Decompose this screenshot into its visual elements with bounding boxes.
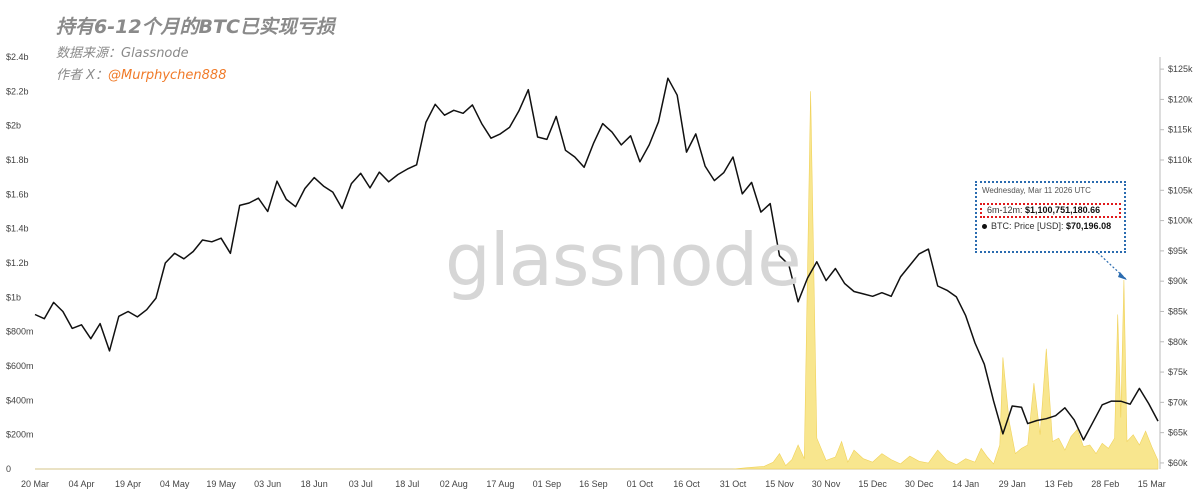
x-tick-label: 20 Mar xyxy=(21,479,49,489)
x-tick-label: 17 Aug xyxy=(486,479,514,489)
y-left-tick-label: $1b xyxy=(6,292,21,302)
author-handle[interactable]: @Murphychen888 xyxy=(108,68,227,83)
y-right-tick-label: $60k xyxy=(1168,458,1188,468)
x-tick-label: 01 Sep xyxy=(533,479,562,489)
tooltip-loss-value: $1,100,751,180.66 xyxy=(1025,205,1101,215)
x-tick-label: 15 Mar xyxy=(1138,479,1166,489)
x-tick-label: 29 Jan xyxy=(999,479,1026,489)
tooltip-pointer-arrowhead xyxy=(1117,272,1127,281)
watermark-logo: glassnode xyxy=(445,218,802,302)
x-tick-label: 19 Apr xyxy=(115,479,141,489)
y-right-tick-label: $70k xyxy=(1168,397,1188,407)
y-left-tick-label: $2.4b xyxy=(6,52,29,62)
y-left-tick-label: $600m xyxy=(6,361,34,371)
tooltip-date: Wednesday, Mar 11 2026 UTC xyxy=(982,186,1091,195)
x-tick-label: 01 Oct xyxy=(627,479,654,489)
y-right-tick-label: $120k xyxy=(1168,94,1193,104)
x-tick-label: 28 Feb xyxy=(1091,479,1119,489)
y-right-tick-label: $125k xyxy=(1168,64,1193,74)
y-left-tick-label: $1.4b xyxy=(6,224,29,234)
y-right-tick-label: $115k xyxy=(1168,125,1192,135)
x-tick-label: 03 Jul xyxy=(349,479,373,489)
y-right-tick-label: $65k xyxy=(1168,428,1188,438)
tooltip-price-value: $70,196.08 xyxy=(1066,221,1112,231)
data-source: 数据来源：Glassnode xyxy=(56,46,189,61)
y-right-tick-label: $110k xyxy=(1168,155,1192,165)
x-tick-label: 15 Nov xyxy=(765,479,794,489)
x-tick-label: 30 Nov xyxy=(812,479,841,489)
loss-area-path xyxy=(35,91,1159,470)
price-dot-icon xyxy=(982,224,987,230)
y-left-tick-label: $1.2b xyxy=(6,258,29,268)
x-tick-label: 18 Jul xyxy=(395,479,419,489)
y-left-tick-label: 0 xyxy=(6,464,11,474)
x-tick-label: 13 Feb xyxy=(1045,479,1073,489)
x-tick-label: 03 Jun xyxy=(254,479,281,489)
x-tick-label: 02 Aug xyxy=(440,479,468,489)
tooltip-price-row: BTC: Price [USD]: $70,196.08 xyxy=(982,221,1111,231)
x-tick-label: 14 Jan xyxy=(952,479,979,489)
y-left-tick-label: $2b xyxy=(6,121,21,131)
loss-area-layer xyxy=(35,91,1159,470)
x-tick-label: 16 Sep xyxy=(579,479,608,489)
y-left-tick-label: $400m xyxy=(6,395,34,405)
x-tick-label: 18 Jun xyxy=(301,479,328,489)
y-right-tick-label: $80k xyxy=(1168,337,1188,347)
y-right-tick-label: $105k xyxy=(1168,185,1193,195)
author-line: 作者 X：@Murphychen888 xyxy=(56,64,226,83)
y-left-tick-label: $1.8b xyxy=(6,155,29,165)
data-tooltip: Wednesday, Mar 11 2026 UTC 6m-12m: $1,10… xyxy=(975,181,1126,253)
y-left-tick-label: $200m xyxy=(6,430,34,440)
x-tick-label: 04 May xyxy=(160,479,190,489)
annotation-layer xyxy=(1097,252,1128,281)
x-tick-label: 04 Apr xyxy=(69,479,95,489)
y-right-tick-label: $95k xyxy=(1168,246,1188,256)
author-prefix: 作者 X： xyxy=(56,68,109,83)
y-left-tick-label: $1.6b xyxy=(6,189,29,199)
y-right-tick-label: $85k xyxy=(1168,306,1188,316)
chart-axes: 20 Mar 04 Apr 19 Apr 04 May 19 May 03 Jun 18 J… xyxy=(6,52,1193,489)
y-left-tick-label: $800m xyxy=(6,327,34,337)
price-line-layer xyxy=(34,77,1159,441)
price-line-path xyxy=(34,77,1159,441)
y-right-tick-label: $90k xyxy=(1168,276,1188,286)
chart-title: 持有6-12个月的BTC已实现亏损 xyxy=(56,16,335,38)
x-tick-label: 16 Oct xyxy=(673,479,700,489)
tooltip-price-label: BTC: Price [USD]: xyxy=(991,221,1064,231)
x-tick-label: 31 Oct xyxy=(720,479,747,489)
x-tick-label: 30 Dec xyxy=(905,479,934,489)
x-tick-label: 19 May xyxy=(206,479,236,489)
y-right-tick-label: $75k xyxy=(1168,367,1188,377)
y-right-tick-label: $100k xyxy=(1168,216,1193,226)
x-tick-label: 15 Dec xyxy=(858,479,887,489)
tooltip-loss-row: 6m-12m: $1,100,751,180.66 xyxy=(980,203,1121,218)
y-left-tick-label: $2.2b xyxy=(6,86,29,96)
tooltip-loss-label: 6m-12m: xyxy=(987,205,1023,215)
